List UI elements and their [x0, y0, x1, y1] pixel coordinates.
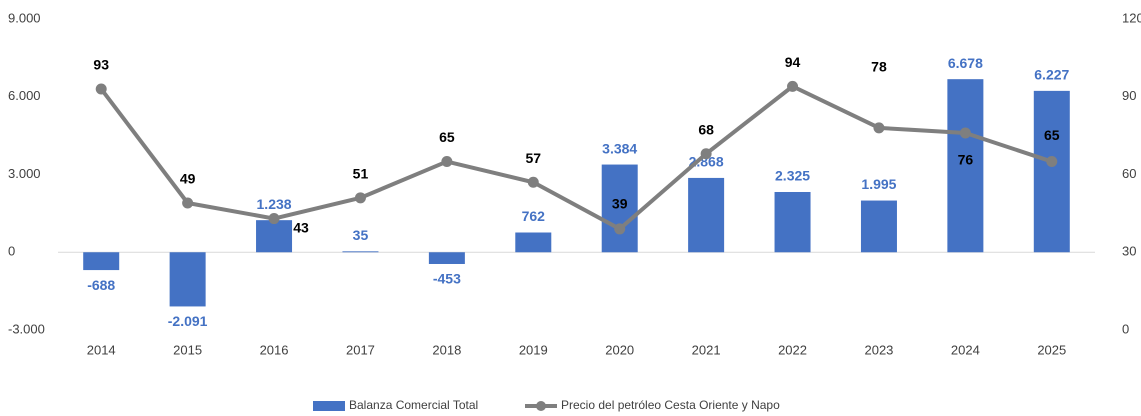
line-label: 76 [958, 152, 974, 168]
bar [256, 220, 293, 253]
bar-label: -688 [87, 277, 115, 293]
line-label: 49 [180, 171, 196, 187]
bar [515, 232, 552, 253]
marker [527, 176, 539, 188]
y-tick-label: 9.000 [8, 10, 41, 25]
line-label: 65 [439, 129, 455, 145]
bar-label: 1.238 [257, 196, 292, 212]
marker [182, 197, 194, 209]
bar-label: 6.678 [948, 55, 983, 71]
bar [860, 200, 897, 253]
x-tick-label: 2020 [605, 342, 634, 357]
bar-label: -453 [433, 271, 461, 287]
bar-label: 1.995 [861, 176, 896, 192]
line-label: 93 [93, 57, 109, 73]
x-tick-label: 2019 [519, 342, 548, 357]
x-tick-label: 2016 [260, 342, 289, 357]
bar-label: 3.384 [602, 140, 637, 156]
bar-label: -2.091 [168, 313, 208, 329]
bar [428, 252, 465, 264]
line-label: 43 [293, 219, 309, 235]
marker [268, 213, 280, 225]
bar-label: 6.227 [1034, 67, 1069, 83]
x-tick-label: 2025 [1037, 342, 1066, 357]
marker [959, 127, 971, 139]
bar [947, 79, 984, 253]
marker [614, 223, 626, 235]
bar [83, 252, 120, 271]
legend-label: Balanza Comercial Total [349, 398, 478, 412]
bar-label: 35 [353, 227, 369, 243]
y2-tick-label: 30 [1122, 244, 1136, 259]
legend-swatch [313, 401, 345, 411]
line-label: 65 [1044, 127, 1060, 143]
marker [873, 122, 885, 134]
bar [1033, 90, 1070, 253]
bar-label: 762 [522, 208, 546, 224]
marker [441, 156, 453, 168]
x-tick-label: 2021 [692, 342, 721, 357]
marker [354, 192, 366, 204]
bar [688, 177, 725, 253]
x-tick-label: 2022 [778, 342, 807, 357]
x-tick-label: 2014 [87, 342, 116, 357]
bar [774, 191, 811, 253]
y-tick-label: -3.000 [8, 321, 45, 336]
line-label: 51 [353, 166, 369, 182]
y2-tick-label: 0 [1122, 321, 1129, 336]
legend-marker [536, 401, 546, 411]
bar-label: 2.325 [775, 168, 810, 184]
y-tick-label: 0 [8, 244, 15, 259]
y2-tick-label: 60 [1122, 166, 1136, 181]
x-tick-label: 2015 [173, 342, 202, 357]
bar-label: 2.868 [689, 154, 724, 170]
marker [1046, 156, 1058, 168]
y2-tick-label: 120 [1122, 10, 1141, 25]
line-label: 68 [698, 121, 714, 137]
x-tick-label: 2017 [346, 342, 375, 357]
x-tick-label: 2024 [951, 342, 980, 357]
line-label: 78 [871, 59, 887, 75]
bar [601, 164, 638, 253]
line [99, 84, 1053, 232]
legend-label: Precio del petróleo Cesta Oriente y Napo [561, 398, 780, 412]
x-tick-label: 2023 [864, 342, 893, 357]
x-tick-label: 2018 [432, 342, 461, 357]
line-label: 94 [785, 54, 801, 70]
marker [700, 148, 712, 160]
marker [95, 83, 107, 95]
bar [169, 252, 206, 307]
y-tick-label: 6.000 [8, 88, 41, 103]
marker [787, 80, 799, 92]
y-tick-label: 3.000 [8, 166, 41, 181]
line-label: 57 [526, 150, 542, 166]
y2-tick-label: 90 [1122, 88, 1136, 103]
line-label: 39 [612, 196, 628, 212]
bar [342, 251, 379, 253]
